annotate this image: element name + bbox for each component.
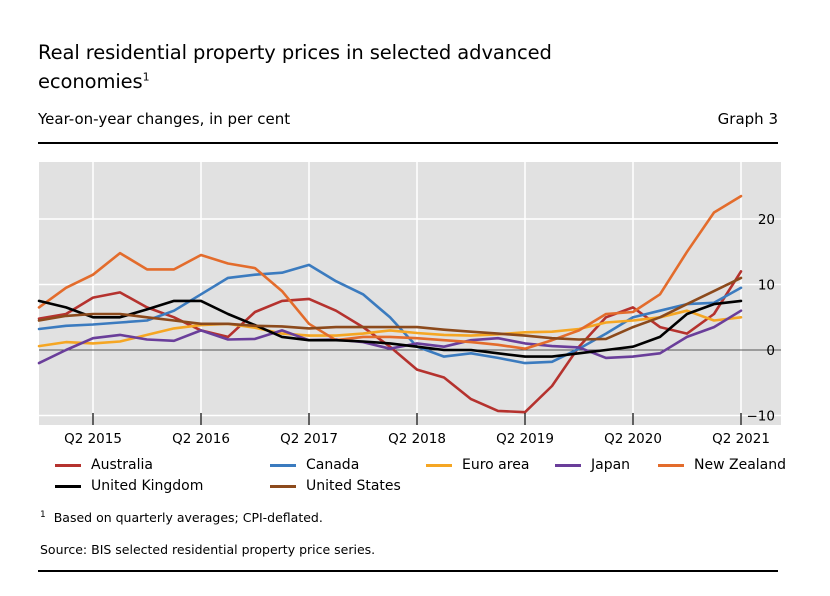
legend-item-united-states: United States (270, 478, 401, 494)
legend-item-australia: Australia (55, 457, 153, 473)
legend-label: New Zealand (694, 457, 786, 473)
legend-swatch (426, 463, 452, 467)
source-note: Source: BIS selected residential propert… (40, 542, 376, 557)
legend-item-canada: Canada (270, 457, 359, 473)
legend-label: Euro area (462, 457, 530, 473)
bottom-divider (38, 570, 778, 572)
legend-item-japan: Japan (555, 457, 630, 473)
legend-item-euro-area: Euro area (426, 457, 529, 473)
series-line-japan (37, 309, 743, 365)
legend-swatch (270, 463, 296, 467)
y-tick-label: 0 (766, 343, 775, 359)
legend-label: United States (306, 478, 401, 494)
legend-label: Australia (91, 457, 153, 473)
series-line-united-kingdom (37, 299, 743, 358)
legend-label: Canada (306, 457, 360, 473)
legend-label: Japan (591, 457, 631, 473)
series-line-australia (37, 270, 743, 414)
x-tick-label: Q2 2019 (496, 431, 554, 447)
top-divider (38, 142, 778, 144)
footnote-marker: 1 (40, 510, 46, 520)
series-lines (37, 194, 743, 414)
x-tick-label: Q2 2018 (388, 431, 446, 447)
chart-subtitle: Year-on-year changes, in per cent (38, 110, 291, 128)
gridlines (39, 162, 781, 425)
legend-label: United Kingdom (91, 478, 204, 494)
chart-title: Real residential property prices in sele… (38, 38, 598, 96)
x-tick-label: Q2 2021 (712, 431, 770, 447)
y-tick-label: −10 (747, 409, 776, 425)
x-tick-label: Q2 2020 (604, 431, 662, 447)
x-tick-label: Q2 2015 (64, 431, 122, 447)
footnote: 1 Based on quarterly averages; CPI-deflat… (40, 510, 323, 525)
legend-swatch (555, 463, 581, 467)
series-line-euro-area (37, 309, 743, 348)
series-line-new-zealand (37, 194, 743, 351)
x-tick-label: Q2 2017 (280, 431, 338, 447)
series-line-united-states (37, 276, 743, 341)
x-tick-label: Q2 2016 (172, 431, 230, 447)
graph-number: Graph 3 (717, 110, 778, 128)
title-footnote-marker: 1 (142, 70, 150, 84)
axes: Q2 2015 Q2 2016 Q2 2017 Q2 2018 Q2 2019 Q2 20… (64, 212, 775, 447)
footnote-text: Based on quarterly averages; CPI-deflate… (53, 510, 323, 526)
chart-title-text: Real residential property prices in sele… (38, 41, 552, 93)
legend-swatch (55, 484, 81, 488)
y-tick-label: 20 (758, 212, 775, 228)
plot-background (39, 162, 781, 425)
legend-swatch (55, 463, 81, 467)
legend-item-new-zealand: New Zealand (658, 457, 786, 473)
legend-item-united-kingdom: United Kingdom (55, 478, 203, 494)
y-tick-label: 10 (758, 278, 775, 294)
legend-swatch (270, 484, 296, 488)
legend-swatch (658, 463, 684, 467)
